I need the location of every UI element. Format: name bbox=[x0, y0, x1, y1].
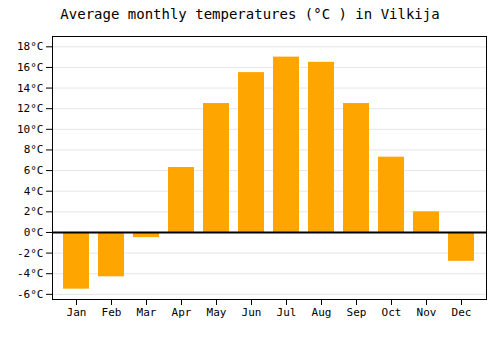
svg-text:18°C: 18°C bbox=[17, 40, 44, 53]
svg-text:2°C: 2°C bbox=[24, 205, 44, 218]
svg-text:Jun: Jun bbox=[242, 306, 262, 319]
svg-text:8°C: 8°C bbox=[24, 143, 44, 156]
svg-text:Jul: Jul bbox=[277, 306, 297, 319]
svg-text:6°C: 6°C bbox=[24, 164, 44, 177]
svg-text:Jan: Jan bbox=[67, 306, 87, 319]
svg-text:-2°C: -2°C bbox=[17, 247, 44, 260]
svg-text:Sep: Sep bbox=[347, 306, 367, 319]
html-text:Average monthly temperatures (: Average monthly temperatures (°C ) in Vi… bbox=[60, 6, 440, 22]
svg-text:Aug: Aug bbox=[312, 306, 332, 319]
svg-text:Feb: Feb bbox=[102, 306, 122, 319]
svg-text:Apr: Apr bbox=[172, 306, 192, 319]
svg-text:Mar: Mar bbox=[137, 306, 157, 319]
svg-text:16°C: 16°C bbox=[17, 61, 44, 74]
svg-text:Dec: Dec bbox=[452, 306, 472, 319]
svg-text:Nov: Nov bbox=[417, 306, 437, 319]
svg-text:Oct: Oct bbox=[382, 306, 402, 319]
svg-text:May: May bbox=[207, 306, 227, 319]
svg-text:10°C: 10°C bbox=[17, 123, 44, 136]
svg-text:4°C: 4°C bbox=[24, 185, 44, 198]
svg-text:0°C: 0°C bbox=[24, 226, 44, 239]
svg-text:-4°C: -4°C bbox=[17, 267, 44, 280]
svg-text:14°C: 14°C bbox=[17, 82, 44, 95]
svg-text:12°C: 12°C bbox=[17, 102, 44, 115]
svg-text:-6°C: -6°C bbox=[17, 288, 44, 301]
